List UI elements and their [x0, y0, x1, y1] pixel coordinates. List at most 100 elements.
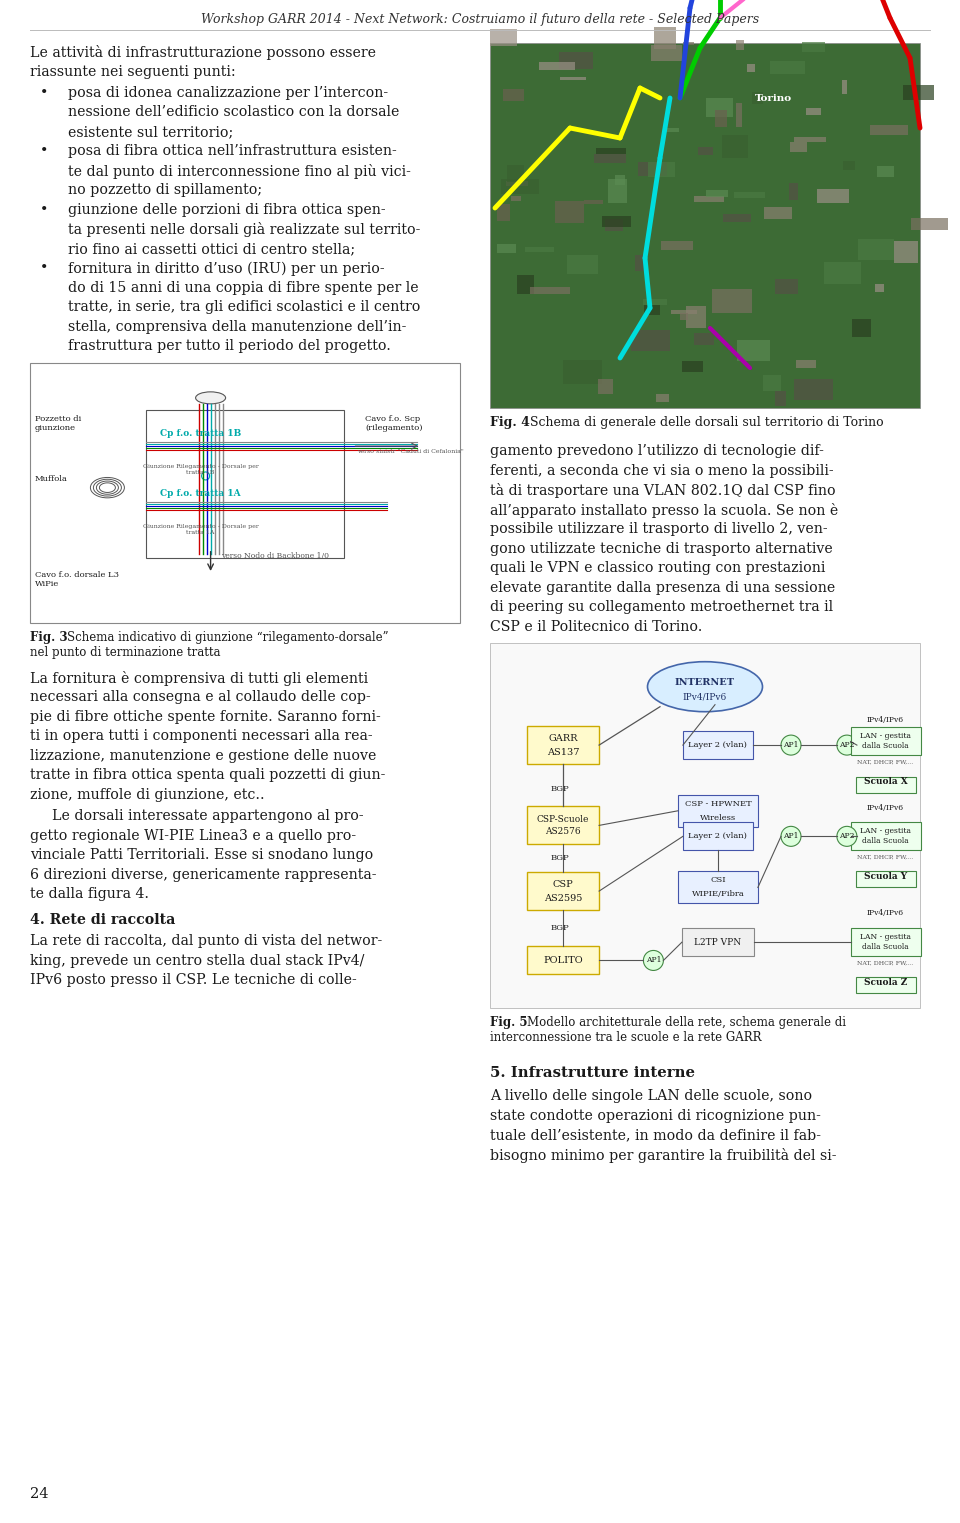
Circle shape — [781, 827, 801, 847]
Text: Schema indicativo di giunzione “rilegamento-dorsale”: Schema indicativo di giunzione “rilegame… — [67, 631, 389, 644]
Bar — [511, 196, 521, 201]
Circle shape — [643, 950, 663, 970]
Text: Giunzione Rilegamento - Dorsale per
tratta 1A: Giunzione Rilegamento - Dorsale per trat… — [143, 524, 258, 535]
Text: NAT, DHCP, FW,...: NAT, DHCP, FW,... — [857, 959, 914, 966]
Bar — [699, 146, 713, 155]
Bar — [851, 928, 921, 956]
Circle shape — [837, 827, 857, 847]
Text: dalla Scuola: dalla Scuola — [862, 742, 909, 751]
Text: CSP: CSP — [553, 880, 573, 888]
Text: LAN - gestita: LAN - gestita — [860, 827, 911, 835]
Text: IPv6 posto presso il CSP. Le tecniche di colle-: IPv6 posto presso il CSP. Le tecniche di… — [30, 973, 357, 987]
Text: L2TP VPN: L2TP VPN — [694, 938, 741, 947]
Text: lizzazione, manutenzione e gestione delle nuove: lizzazione, manutenzione e gestione dell… — [30, 749, 376, 763]
Text: verso sinistr "Caduti di Cefalonia": verso sinistr "Caduti di Cefalonia" — [357, 449, 464, 454]
Bar — [678, 795, 757, 827]
Bar — [851, 822, 921, 850]
Text: interconnessione tra le scuole e la rete GARR: interconnessione tra le scuole e la rete… — [490, 1031, 761, 1043]
Text: bisogno minimo per garantire la fruibilità del si-: bisogno minimo per garantire la fruibili… — [490, 1148, 836, 1162]
Bar — [683, 822, 753, 850]
Bar — [496, 244, 516, 253]
Text: fornitura in diritto d’uso (IRU) per un perio-: fornitura in diritto d’uso (IRU) per un … — [68, 262, 385, 276]
Bar — [870, 125, 908, 136]
Text: Pozzetto di
giunzione: Pozzetto di giunzione — [35, 414, 82, 433]
Bar — [714, 110, 727, 126]
Bar — [775, 279, 798, 294]
Text: La rete di raccolta, dal punto di vista del networ-: La rete di raccolta, dal punto di vista … — [30, 934, 382, 949]
Text: IPv4/IPv6: IPv4/IPv6 — [867, 716, 904, 723]
Bar — [817, 189, 850, 203]
Bar — [596, 148, 626, 154]
Text: king, prevede un centro stella dual stack IPv4/: king, prevede un centro stella dual stac… — [30, 953, 365, 967]
Text: POLITO: POLITO — [543, 956, 583, 966]
Bar — [636, 256, 643, 271]
Bar — [567, 256, 598, 274]
Text: •: • — [40, 262, 48, 276]
Text: LAN - gestita: LAN - gestita — [860, 733, 911, 740]
Bar — [736, 41, 744, 50]
Text: WIPIE/Fibra: WIPIE/Fibra — [691, 891, 744, 899]
Bar — [638, 161, 667, 177]
Text: all’apparato installato presso la scuola. Se non è: all’apparato installato presso la scuola… — [490, 503, 838, 518]
Text: gamento prevedono l’utilizzo di tecnologie dif-: gamento prevedono l’utilizzo di tecnolog… — [490, 445, 824, 458]
Bar — [683, 41, 694, 46]
Bar — [643, 300, 667, 306]
Text: elevate garantite dalla presenza di una sessione: elevate garantite dalla presenza di una … — [490, 580, 835, 594]
Text: nessione dell’edificio scolastico con la dorsale: nessione dell’edificio scolastico con la… — [68, 105, 399, 119]
Text: frastruttura per tutto il periodo del progetto.: frastruttura per tutto il periodo del pr… — [68, 340, 391, 353]
Text: stella, comprensiva della manutenzione dell’in-: stella, comprensiva della manutenzione d… — [68, 320, 406, 334]
Text: AP1: AP1 — [783, 742, 799, 749]
Text: dalla Scuola: dalla Scuola — [862, 943, 909, 952]
Bar — [764, 207, 792, 219]
Bar — [707, 190, 729, 198]
Text: Giunzione Rilegamento - Dorsale per
tratta 1B: Giunzione Rilegamento - Dorsale per trat… — [143, 465, 258, 475]
Text: IPv4/IPv6: IPv4/IPv6 — [867, 804, 904, 812]
Bar — [753, 93, 763, 104]
Bar — [497, 204, 510, 221]
Bar — [712, 288, 752, 312]
Bar — [564, 359, 602, 384]
Bar — [681, 314, 688, 320]
Bar — [770, 61, 804, 75]
Text: gono utilizzate tecniche di trasporto alternative: gono utilizzate tecniche di trasporto al… — [490, 542, 832, 556]
Text: BGP: BGP — [550, 854, 569, 862]
Text: Cavo f.o. dorsale L3
WiPie: Cavo f.o. dorsale L3 WiPie — [35, 571, 119, 588]
Text: Layer 2 (vlan): Layer 2 (vlan) — [688, 742, 747, 749]
Bar — [655, 27, 676, 49]
Text: posa di idonea canalizzazione per l’intercon-: posa di idonea canalizzazione per l’inte… — [68, 85, 388, 101]
Bar — [843, 161, 855, 171]
Bar — [651, 44, 682, 61]
Text: no pozzetto di spillamento;: no pozzetto di spillamento; — [68, 183, 262, 198]
Text: CSP - HPWNET: CSP - HPWNET — [684, 800, 752, 807]
Bar — [795, 379, 833, 401]
Text: nel punto di terminazione tratta: nel punto di terminazione tratta — [30, 646, 221, 659]
Text: Modello architetturale della rete, schema generale di: Modello architetturale della rete, schem… — [527, 1016, 846, 1030]
Bar — [722, 134, 749, 158]
Bar — [560, 76, 586, 81]
Text: IPv4/IPv6: IPv4/IPv6 — [867, 909, 904, 917]
Bar — [631, 330, 670, 352]
Bar — [706, 97, 733, 117]
Text: tratte, in serie, tra gli edifici scolastici e il centro: tratte, in serie, tra gli edifici scolas… — [68, 300, 420, 314]
Bar — [736, 102, 742, 128]
Bar — [851, 728, 921, 755]
Bar — [606, 219, 623, 231]
Text: ti in opera tutti i componenti necessari alla rea-: ti in opera tutti i componenti necessari… — [30, 730, 372, 743]
Text: ta presenti nelle dorsali già realizzate sul territo-: ta presenti nelle dorsali già realizzate… — [68, 222, 420, 238]
Bar — [747, 64, 756, 72]
Bar — [527, 873, 599, 911]
Text: BGP: BGP — [550, 784, 569, 793]
Bar — [584, 200, 603, 204]
Text: Schema di generale delle dorsali sul territorio di Torino: Schema di generale delle dorsali sul ter… — [530, 416, 883, 429]
Text: Scuola X: Scuola X — [864, 777, 907, 786]
Bar — [491, 29, 516, 46]
Bar — [895, 242, 918, 263]
Text: AS2576: AS2576 — [545, 827, 581, 836]
Bar — [490, 643, 920, 1008]
Text: 24: 24 — [30, 1486, 49, 1502]
Bar — [694, 196, 724, 203]
Text: verso Nodo di Backbone 1/0: verso Nodo di Backbone 1/0 — [221, 551, 328, 560]
Bar — [506, 181, 528, 186]
Bar — [855, 871, 916, 888]
Bar — [736, 340, 770, 361]
